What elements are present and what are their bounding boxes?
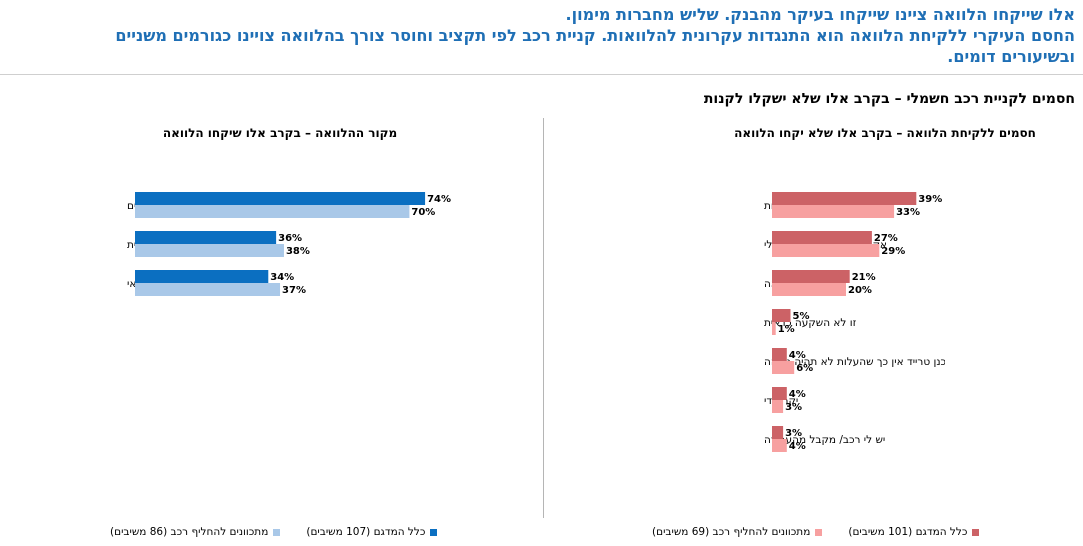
bar bbox=[135, 205, 410, 218]
bar bbox=[135, 270, 269, 283]
right-legend: כלל המדגם (101 משיבים) מתכוונים להחליף ר… bbox=[652, 526, 980, 538]
data-label: 1% bbox=[778, 324, 795, 335]
data-label: 34% bbox=[270, 272, 294, 283]
data-label: 33% bbox=[896, 207, 920, 218]
bar bbox=[135, 283, 281, 296]
data-label: 20% bbox=[848, 285, 872, 296]
panel-divider bbox=[543, 118, 544, 518]
data-label: 74% bbox=[427, 194, 451, 205]
legend-label-dark: כלל המדגם (101 משיבים) bbox=[848, 526, 968, 538]
left-chart-title: מקור ההלוואה – בקרב אלו שיקחו הלוואה bbox=[162, 126, 398, 140]
legend-swatch-dark bbox=[972, 528, 980, 536]
loan-barriers-chart: לא לוקח הלוואות39%33%אקנה רכב לפי התקציב… bbox=[764, 192, 945, 452]
bar bbox=[772, 361, 795, 374]
legend-swatch-light bbox=[273, 528, 281, 536]
legend-swatch-light bbox=[815, 528, 823, 536]
data-label: 4% bbox=[789, 389, 806, 400]
bar bbox=[772, 231, 872, 244]
category-label: יש לי רכב/ מקבל מהעבודה bbox=[764, 434, 885, 446]
loan-source-chart: בנקים74%70%חברות מימון חוץ בנקאית36%38%ח… bbox=[127, 192, 451, 296]
data-label: 3% bbox=[785, 428, 802, 439]
data-label: 27% bbox=[874, 233, 898, 244]
bar bbox=[772, 205, 895, 218]
bar bbox=[772, 348, 787, 361]
data-label: 3% bbox=[785, 402, 802, 413]
bar bbox=[135, 192, 426, 205]
data-label: 4% bbox=[789, 441, 806, 452]
data-label: 29% bbox=[881, 246, 905, 257]
legend-swatch-dark bbox=[430, 528, 438, 536]
bar bbox=[135, 231, 277, 244]
header-divider bbox=[0, 74, 1083, 75]
legend-label-light: מתכוונים להחליף רכב (86 משיבים) bbox=[110, 526, 269, 538]
data-label: 37% bbox=[282, 285, 306, 296]
right-chart-title: חסמים ללקיחת הלוואה – בקרב אלו שלא יקחו … bbox=[734, 126, 1036, 140]
headline-line-3: ובשיעורים דומים. bbox=[947, 47, 1075, 66]
data-label: 6% bbox=[796, 363, 813, 374]
bar bbox=[772, 283, 846, 296]
headline-line-1: אלו שייקחו הלוואה ציינו שייקחו בעיקר מהב… bbox=[565, 5, 1075, 24]
bar bbox=[772, 426, 784, 439]
data-label: 21% bbox=[852, 272, 876, 283]
data-label: 4% bbox=[789, 350, 806, 361]
bar bbox=[772, 270, 850, 283]
bar bbox=[772, 400, 784, 413]
bar bbox=[772, 439, 787, 452]
bar bbox=[772, 309, 791, 322]
headline: אלו שייקחו הלוואה ציינו שייקחו בעיקר מהב… bbox=[5, 4, 1075, 67]
data-label: 36% bbox=[278, 233, 302, 244]
data-label: 70% bbox=[411, 207, 435, 218]
data-label: 39% bbox=[918, 194, 942, 205]
section-title: חסמים לקניית רכב חשמלי – בקרב אלו שלא יש… bbox=[703, 91, 1075, 107]
bar bbox=[772, 244, 880, 257]
left-legend: כלל המדגם (107 משיבים) מתכוונים להחליף ר… bbox=[110, 526, 438, 538]
category-label: מתכנן טרייד אין כך שהעלות לא תהיה גבוהה bbox=[764, 356, 945, 368]
bar bbox=[772, 192, 917, 205]
bar bbox=[772, 322, 776, 335]
legend-label-dark: כלל המדגם (107 משיבים) bbox=[306, 526, 426, 538]
bar bbox=[772, 387, 787, 400]
legend-label-light: מתכוונים להחליף רכב (69 משיבים) bbox=[652, 526, 811, 538]
data-label: 5% bbox=[793, 311, 810, 322]
headline-line-2: החסם העיקרי ללקיחת הלוואה הוא התנגדות עק… bbox=[115, 26, 1075, 45]
bar bbox=[135, 244, 284, 257]
data-label: 38% bbox=[286, 246, 310, 257]
